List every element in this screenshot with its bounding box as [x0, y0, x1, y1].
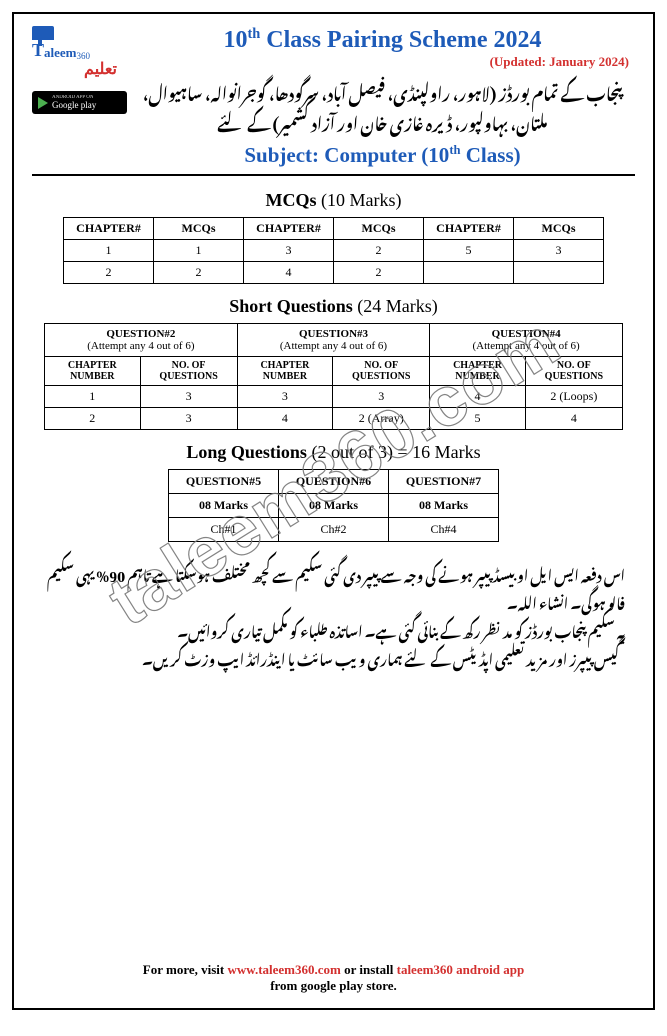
lq-title-bold: Long Questions: [186, 442, 307, 462]
lq-table: QUESTION#5QUESTION#6QUESTION#7 08 Marks0…: [168, 469, 499, 542]
urdu-header: پنجاب کے تمام بورڈز (لاہور، راولپنڈی، فی…: [130, 76, 635, 137]
subj-lead: Subject: Computer (10: [244, 143, 449, 167]
sq-table: QUESTION#2(Attempt any 4 out of 6) QUEST…: [44, 323, 623, 430]
footer-app: taleem360 android app: [397, 962, 525, 977]
footer-p2: or install: [341, 962, 397, 977]
play-icon: [38, 97, 48, 109]
grad-cap-icon: [32, 26, 54, 40]
logo-column: T aleem 360 تعلیم ANDROID APP ON Google …: [32, 26, 122, 114]
footer-p3: from google play store.: [270, 978, 397, 993]
header: T aleem 360 تعلیم ANDROID APP ON Google …: [32, 26, 635, 168]
gplay-text: ANDROID APP ON Google play: [52, 95, 96, 110]
title-lead: 10: [223, 27, 247, 53]
lq-title: Long Questions (2 out of 3) = 16 Marks: [32, 442, 635, 463]
page-title: 10th Class Pairing Scheme 2024: [130, 26, 635, 54]
mcq-h2: CHAPTER#: [244, 217, 334, 239]
note-1: اس دفعہ ایس ایل او بیسڈ پیپر ہونے کی وجہ…: [42, 560, 625, 616]
divider: [32, 174, 635, 176]
lq-ch-row: Ch#1Ch#2Ch#4: [169, 517, 499, 541]
mcq-h5: MCQs: [514, 217, 604, 239]
mcq-title-bold: MCQs: [266, 190, 317, 210]
footer-p1: For more, visit: [143, 962, 228, 977]
sq-group-row: QUESTION#2(Attempt any 4 out of 6) QUEST…: [45, 323, 623, 356]
subj-tail: Class): [461, 143, 521, 167]
mcq-h4: CHAPTER#: [424, 217, 514, 239]
title-column: 10th Class Pairing Scheme 2024 (Updated:…: [130, 26, 635, 168]
gplay-line1: ANDROID APP ON: [52, 95, 96, 100]
sq-title: Short Questions (24 Marks): [32, 296, 635, 317]
updated-text: (Updated: January 2024): [130, 54, 635, 70]
footer: For more, visit www.taleem360.com or ins…: [14, 962, 653, 994]
title-rest: Class Pairing Scheme 2024: [260, 27, 541, 53]
logo-urdu: تعلیم: [32, 59, 117, 79]
mcq-table: CHAPTER# MCQs CHAPTER# MCQs CHAPTER# MCQ…: [63, 217, 604, 284]
sq-g0: QUESTION#2(Attempt any 4 out of 6): [45, 323, 238, 356]
title-sup: th: [247, 26, 260, 42]
sq-subheader-row: CHAPTER NUMBERNO. OF QUESTIONSCHAPTER NU…: [45, 356, 623, 385]
note-3: گیس پیپرز اور مزید تعلیمی اپڈیٹس کے لئے …: [42, 644, 625, 672]
sq-g1: QUESTION#3(Attempt any 4 out of 6): [237, 323, 430, 356]
lq-header-row: QUESTION#5QUESTION#6QUESTION#7: [169, 469, 499, 493]
mcq-title: MCQs (10 Marks): [32, 190, 635, 211]
mcq-header-row: CHAPTER# MCQs CHAPTER# MCQs CHAPTER# MCQ…: [64, 217, 604, 239]
sq-g2: QUESTION#4(Attempt any 4 out of 6): [430, 323, 623, 356]
page-frame: T aleem 360 تعلیم ANDROID APP ON Google …: [12, 12, 655, 1010]
mcq-h0: CHAPTER#: [64, 217, 154, 239]
taleem360-logo: T aleem 360 تعلیم: [32, 26, 117, 81]
logo-aleem: aleem: [44, 45, 76, 61]
table-row: 2242: [64, 261, 604, 283]
subject-title: Subject: Computer (10th Class): [130, 143, 635, 168]
mcq-title-rest: (10 Marks): [317, 190, 402, 210]
sq-title-rest: (24 Marks): [353, 296, 438, 316]
sq-title-bold: Short Questions: [229, 296, 353, 316]
urdu-notes: اس دفعہ ایس ایل او بیسڈ پیپر ہونے کی وجہ…: [32, 560, 635, 672]
footer-url[interactable]: www.taleem360.com: [228, 962, 341, 977]
table-row: 113253: [64, 239, 604, 261]
lq-marks-row: 08 Marks08 Marks08 Marks: [169, 493, 499, 517]
subj-sup: th: [449, 143, 460, 157]
lq-title-rest: (2 out of 3) = 16 Marks: [307, 442, 481, 462]
table-row: 133342 (Loops): [45, 385, 623, 407]
gplay-line2: Google play: [52, 100, 96, 110]
google-play-badge[interactable]: ANDROID APP ON Google play: [32, 91, 127, 114]
mcq-h1: MCQs: [154, 217, 244, 239]
table-row: 2342 (Array)54: [45, 407, 623, 429]
mcq-h3: MCQs: [334, 217, 424, 239]
